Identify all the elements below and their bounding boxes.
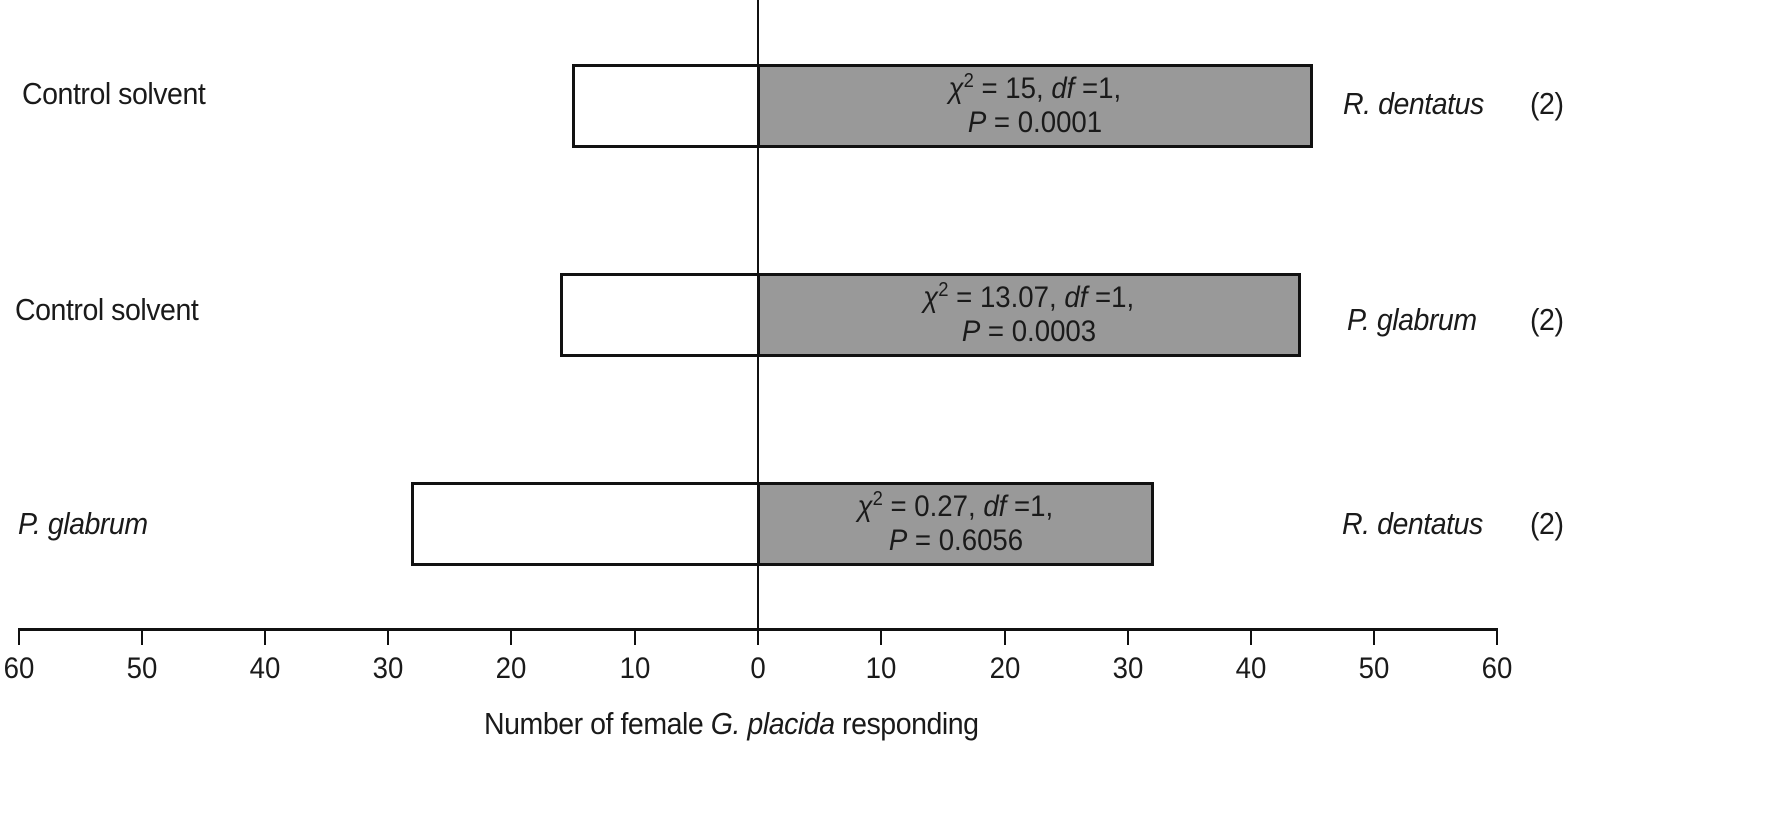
row-1-right-bar: χ2 = 15, df =1, P = 0.0001	[757, 64, 1313, 148]
x-tick-label: 30	[372, 652, 404, 685]
row-1-right-note: (2)	[1530, 86, 1564, 121]
row-2-left-bar	[560, 273, 760, 357]
row-3-chi-stat: χ2 = 0.27, df =1,	[857, 488, 1054, 523]
x-tick	[634, 629, 636, 645]
x-tick-label: 60	[3, 652, 35, 685]
row-2-left-label: Control solvent	[15, 292, 199, 327]
row-3-p-stat: P = 0.6056	[888, 524, 1023, 557]
x-tick	[880, 629, 882, 645]
x-tick-label: 50	[126, 652, 158, 685]
x-tick	[510, 629, 512, 645]
x-tick	[18, 629, 20, 645]
x-tick	[1127, 629, 1129, 645]
row-2-right-label: P. glabrum	[1347, 302, 1477, 337]
row-3-right-note: (2)	[1530, 506, 1564, 541]
row-2-p-stat: P = 0.0003	[961, 315, 1097, 348]
row-2-right-bar: χ2 = 13.07, df =1, P = 0.0003	[757, 273, 1301, 357]
x-tick	[1373, 629, 1375, 645]
x-tick-label: 20	[495, 652, 527, 685]
x-tick	[141, 629, 143, 645]
row-1-left-label: Control solvent	[22, 76, 206, 111]
x-tick-label: 10	[619, 652, 651, 685]
x-tick-label: 60	[1481, 652, 1513, 685]
row-1-left-bar	[572, 64, 760, 148]
x-tick-label: 0	[750, 652, 766, 685]
x-tick-label: 10	[865, 652, 897, 685]
row-3-left-bar	[411, 482, 760, 566]
x-tick	[264, 629, 266, 645]
row-2-chi-stat: χ2 = 13.07, df =1,	[923, 279, 1135, 314]
x-tick-label: 50	[1358, 652, 1390, 685]
x-tick-label: 40	[249, 652, 281, 685]
x-tick-label: 30	[1112, 652, 1144, 685]
row-1-p-stat: P = 0.0001	[967, 106, 1103, 139]
row-3-left-label: P. glabrum	[18, 506, 148, 541]
x-tick	[757, 629, 759, 645]
row-1-right-label: R. dentatus	[1343, 86, 1484, 121]
row-2-right-note: (2)	[1530, 302, 1564, 337]
x-axis-title: Number of female G. placida responding	[484, 706, 979, 741]
x-tick-label: 20	[989, 652, 1021, 685]
x-tick	[1496, 629, 1498, 645]
row-3-right-bar: χ2 = 0.27, df =1, P = 0.6056	[757, 482, 1154, 566]
row-3-right-label: R. dentatus	[1342, 506, 1483, 541]
x-tick-label: 40	[1235, 652, 1267, 685]
x-tick	[387, 629, 389, 645]
x-tick	[1004, 629, 1006, 645]
x-tick	[1250, 629, 1252, 645]
row-1-chi-stat: χ2 = 15, df =1,	[948, 70, 1122, 105]
